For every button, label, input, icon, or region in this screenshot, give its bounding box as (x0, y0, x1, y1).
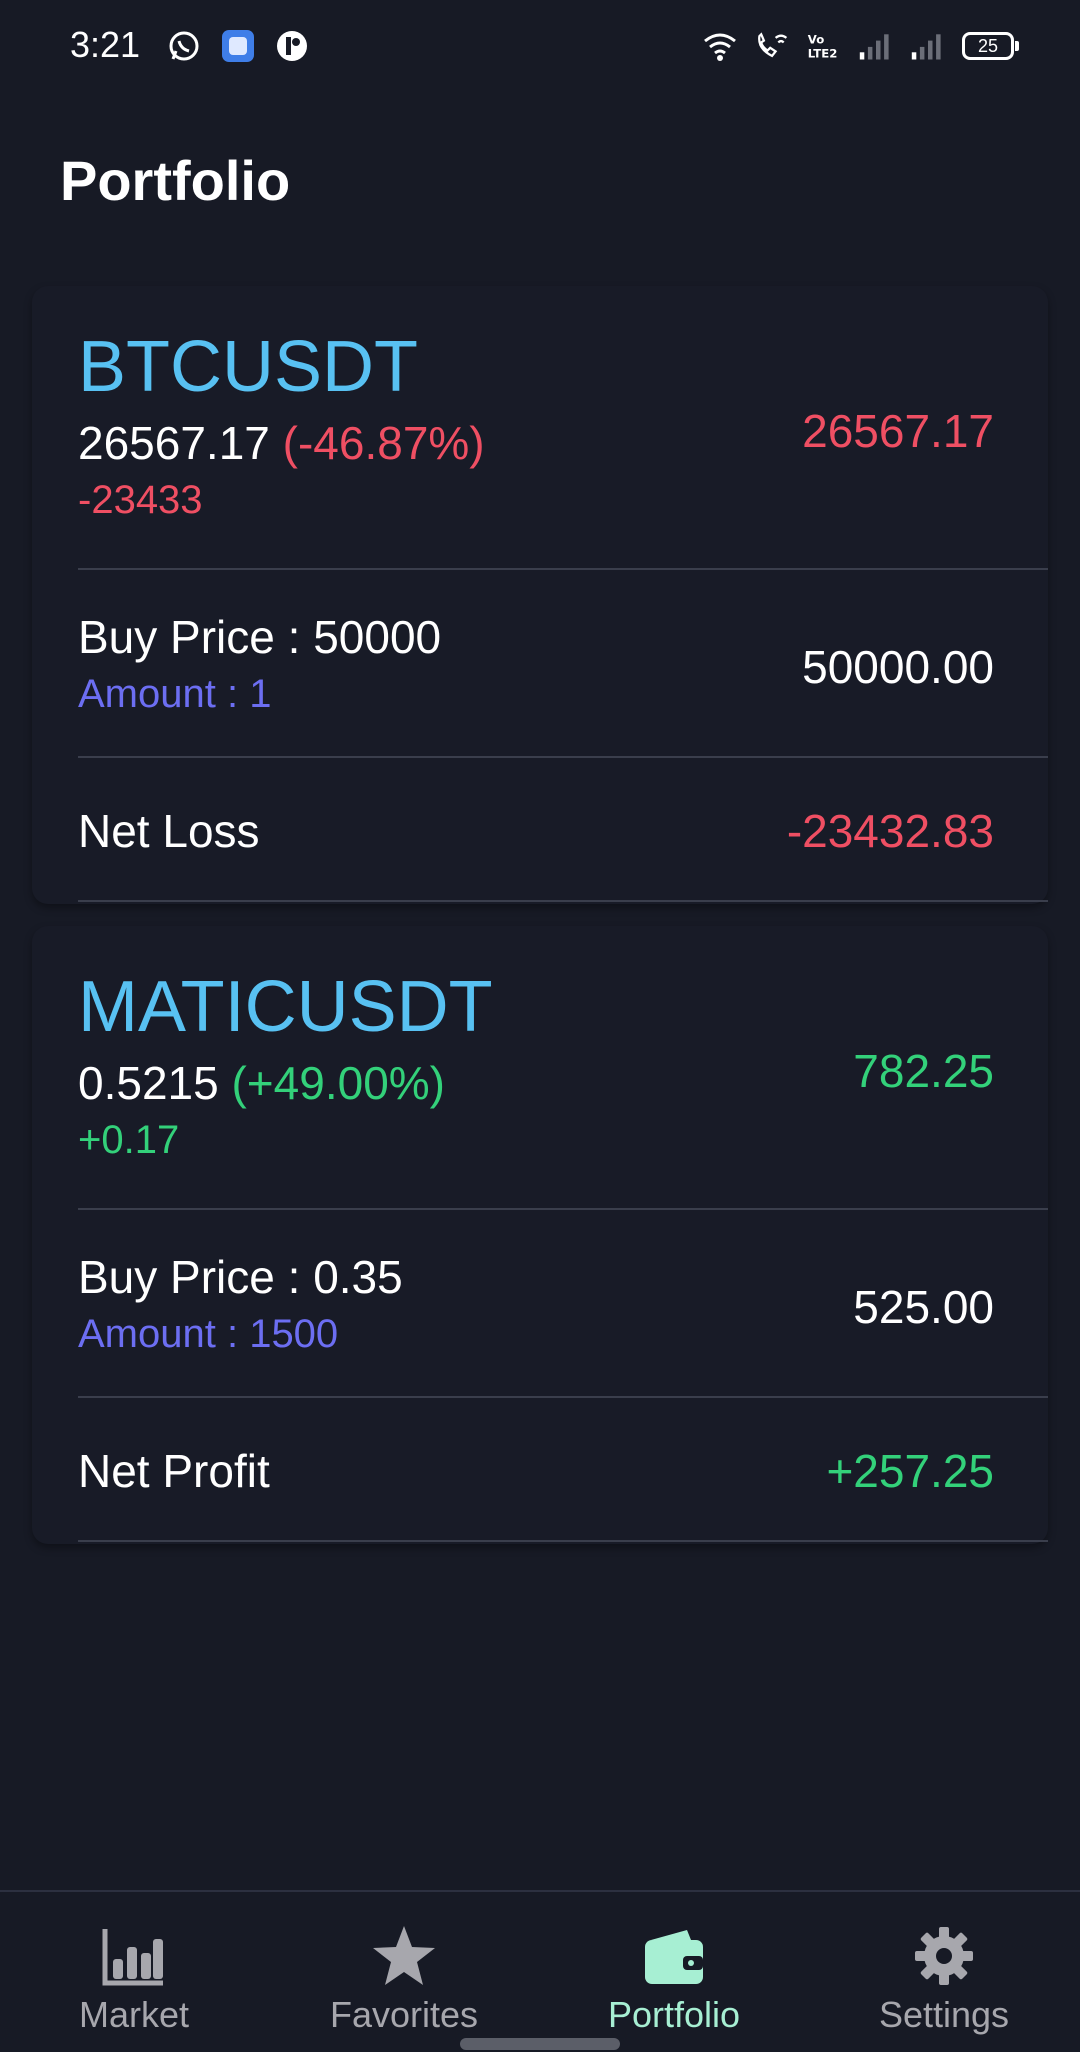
change-value: +0.17 (78, 1118, 180, 1162)
divider (78, 1396, 1048, 1398)
buy-value: 525.00 (853, 1281, 994, 1333)
current-price: 26567.17 (78, 417, 270, 469)
nav-label: Market (78, 1994, 190, 2035)
nav-item-favorites[interactable]: Favorites (304, 1920, 504, 2036)
page-title: Portfolio (60, 149, 291, 212)
bar-chart-icon (98, 1920, 170, 1992)
net-value: +257.25 (826, 1445, 994, 1497)
holding-card[interactable]: MATICUSDT 0.5215 (+49.00%) +0.17 782.25 … (32, 926, 1048, 1544)
home-indicator[interactable] (460, 2038, 620, 2050)
buy-value: 50000.00 (802, 641, 994, 693)
star-icon (368, 1920, 440, 1992)
bottom-nav: Market Favorites Portfolio (0, 1890, 1080, 2052)
current-value: 26567.17 (802, 405, 994, 457)
divider (78, 900, 1048, 902)
whatsapp-icon (166, 28, 202, 64)
signal-icon (910, 28, 946, 64)
holding-symbol: MATICUSDT (78, 967, 493, 1047)
change-value: -23433 (78, 478, 203, 522)
nav-label: Favorites (329, 1994, 479, 2035)
signal-icon (858, 28, 894, 64)
holding-card[interactable]: BTCUSDT 26567.17 (-46.87%) -23433 26567.… (32, 286, 1048, 904)
current-price-line: 0.5215 (+49.00%) (78, 1056, 445, 1110)
amount: Amount : 1 (78, 672, 272, 716)
divider (78, 1208, 1048, 1210)
status-bar: 3:21 Vo LTE2 25 (0, 0, 1080, 96)
divider (78, 568, 1048, 570)
net-label: Net Loss (78, 805, 260, 857)
battery-icon: 25 (962, 32, 1019, 60)
current-value: 782.25 (853, 1045, 994, 1097)
nav-item-market[interactable]: Market (34, 1920, 234, 2036)
nav-label: Settings (878, 1994, 1010, 2035)
wifi-calling-icon (754, 28, 790, 64)
wifi-icon (702, 28, 738, 64)
change-percent: (-46.87%) (282, 417, 485, 469)
buy-price: Buy Price : 50000 (78, 611, 442, 663)
gear-icon (908, 1920, 980, 1992)
app-square-icon (220, 28, 256, 64)
current-price-line: 26567.17 (-46.87%) (78, 416, 485, 470)
status-left-icons (166, 28, 310, 64)
app-round-icon (274, 28, 310, 64)
change-percent: (+49.00%) (231, 1057, 445, 1109)
divider (78, 756, 1048, 758)
svg-text:LTE2: LTE2 (808, 47, 838, 61)
wallet-icon (638, 1920, 710, 1992)
status-time: 3:21 (70, 24, 141, 65)
divider (78, 1540, 1048, 1542)
volte-icon: Vo LTE2 (806, 28, 842, 64)
nav-item-settings[interactable]: Settings (844, 1920, 1044, 2036)
buy-price: Buy Price : 0.35 (78, 1251, 403, 1303)
net-label: Net Profit (78, 1445, 270, 1497)
nav-item-portfolio[interactable]: Portfolio (574, 1920, 774, 2036)
current-price: 0.5215 (78, 1057, 219, 1109)
nav-label: Portfolio (607, 1994, 741, 2035)
holding-symbol: BTCUSDT (78, 327, 418, 407)
svg-text:Vo: Vo (808, 32, 824, 46)
amount: Amount : 1500 (78, 1312, 339, 1356)
net-value: -23432.83 (786, 805, 994, 857)
status-right-icons: Vo LTE2 25 (702, 28, 1019, 64)
